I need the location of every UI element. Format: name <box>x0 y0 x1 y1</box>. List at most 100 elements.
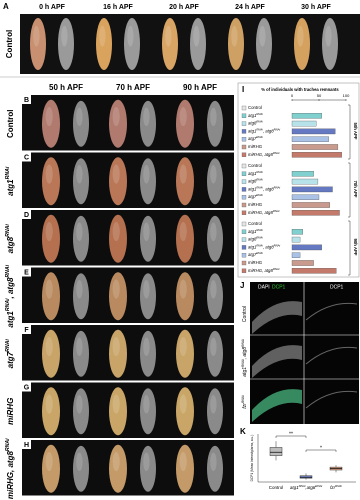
pupa-highlight <box>210 452 217 472</box>
bar <box>291 120 317 127</box>
tissue-image <box>252 389 302 422</box>
text-part: atg1 <box>248 187 257 192</box>
legend-label: atg1RNAi, atg8RNAi <box>248 185 281 191</box>
pupa-image <box>42 99 60 148</box>
pupa-image <box>73 158 89 205</box>
pupa-image <box>176 99 194 148</box>
text-part: , atg8 <box>242 347 248 360</box>
text-part: atg1 <box>290 485 299 490</box>
superscript: RNAi <box>299 484 306 488</box>
y-axis-label: DCP1 (Mean Intensity/area, a.u.) <box>250 435 254 482</box>
superscript: RNAi <box>256 185 263 189</box>
pupa-highlight <box>210 165 217 184</box>
x-tick-label: Control <box>269 485 284 490</box>
label-box <box>22 382 31 392</box>
chart-title: % of individuals with trachea remnants <box>261 87 339 92</box>
legend-swatch <box>241 144 247 150</box>
pupa-image <box>207 273 223 320</box>
legend-label: atg1RNAi, atg8RNAi <box>248 243 281 249</box>
pupa-image <box>30 18 46 70</box>
legend-swatch <box>241 152 247 157</box>
row-label: miRHG, atg8RNAi <box>5 438 15 499</box>
text-part: , atg8 <box>6 277 15 299</box>
tissue-image <box>252 345 302 378</box>
text-part: ,atg8 <box>305 485 316 490</box>
group-label: 50h APF <box>353 122 358 139</box>
pupa-highlight <box>179 336 187 357</box>
legend-swatch <box>241 129 247 134</box>
bar <box>291 260 314 266</box>
superscript: RNAi <box>241 359 245 367</box>
panel-label: F <box>24 327 29 334</box>
text-part: atg1 <box>6 311 15 328</box>
x-tick-label: fzrRNAi <box>330 484 342 490</box>
pupa-highlight <box>143 222 150 242</box>
row-label: miRHG <box>6 398 15 425</box>
text-part: atg8 <box>6 236 15 253</box>
pupa-highlight <box>193 25 200 47</box>
row-label: Control <box>6 110 15 138</box>
panel-label: K <box>240 427 246 436</box>
pupa-image <box>73 330 89 377</box>
legend-label: miRHG, atg8RNAi <box>248 267 280 273</box>
label-box <box>22 440 31 449</box>
pupa-highlight <box>179 221 187 242</box>
text-part: , atg8 <box>263 187 274 192</box>
pupa-image <box>73 445 89 492</box>
box <box>269 447 283 456</box>
superscript: RNAi <box>256 193 263 197</box>
pupa-image <box>124 18 140 70</box>
significance-label: ** <box>289 431 293 437</box>
pupa-image <box>176 214 194 263</box>
pupa-highlight <box>45 164 53 184</box>
superscript: RNAi <box>274 185 281 189</box>
pupa-highlight <box>45 336 53 357</box>
superscript: RNAi <box>5 438 11 451</box>
superscript: RNAi <box>256 127 263 131</box>
column-header: 20 h APF <box>169 4 199 11</box>
tissue-image <box>305 390 358 409</box>
x-tick-label: 50 <box>317 93 322 98</box>
pupa-highlight <box>165 25 172 47</box>
text-part: miRHG <box>248 260 263 265</box>
text-part: miRHG <box>248 202 263 207</box>
legend-swatch <box>241 210 247 215</box>
pupa-highlight <box>259 25 266 47</box>
superscript: RNAi <box>256 243 263 247</box>
pupa-highlight <box>179 106 187 127</box>
pupa-highlight <box>76 395 83 414</box>
bar <box>291 202 330 208</box>
panel-label: J <box>240 281 244 290</box>
legend-swatch <box>241 195 247 200</box>
pupa-image <box>42 329 60 378</box>
text-part: , atg8 <box>263 245 274 250</box>
legend-swatch <box>241 179 247 184</box>
superscript: RNAi <box>5 224 11 237</box>
column-header: 30 h APF <box>301 4 331 11</box>
pupa-image <box>294 18 310 70</box>
superscript: RNAi <box>274 127 281 131</box>
legend-swatch <box>241 237 247 242</box>
legend-swatch <box>241 229 247 234</box>
legend-label: atg7RNAi <box>248 251 263 257</box>
legend-label: Control <box>248 163 262 168</box>
pupa-highlight <box>61 25 68 47</box>
tissue-image <box>305 346 358 365</box>
superscript: RNAi <box>273 151 280 155</box>
pupa-highlight <box>112 221 120 242</box>
pupa-highlight <box>143 165 150 184</box>
legend-label: atg1RNAi <box>248 170 263 176</box>
panel-label: I <box>242 85 244 94</box>
legend-label: miRHG <box>248 144 263 149</box>
legend-swatch <box>241 171 247 176</box>
pupa-image <box>140 215 156 262</box>
group-bracket <box>348 162 351 218</box>
text-part: atg1 <box>248 245 257 250</box>
x-tick-label: 0 <box>291 93 294 98</box>
pupa-image <box>140 330 156 377</box>
superscript: RNAi <box>335 484 342 488</box>
legend-label: atg7RNAi <box>248 193 263 199</box>
superscript: RNAi <box>241 395 245 403</box>
legend-label: atg8RNAi <box>248 177 263 183</box>
pupa-image <box>58 18 74 70</box>
